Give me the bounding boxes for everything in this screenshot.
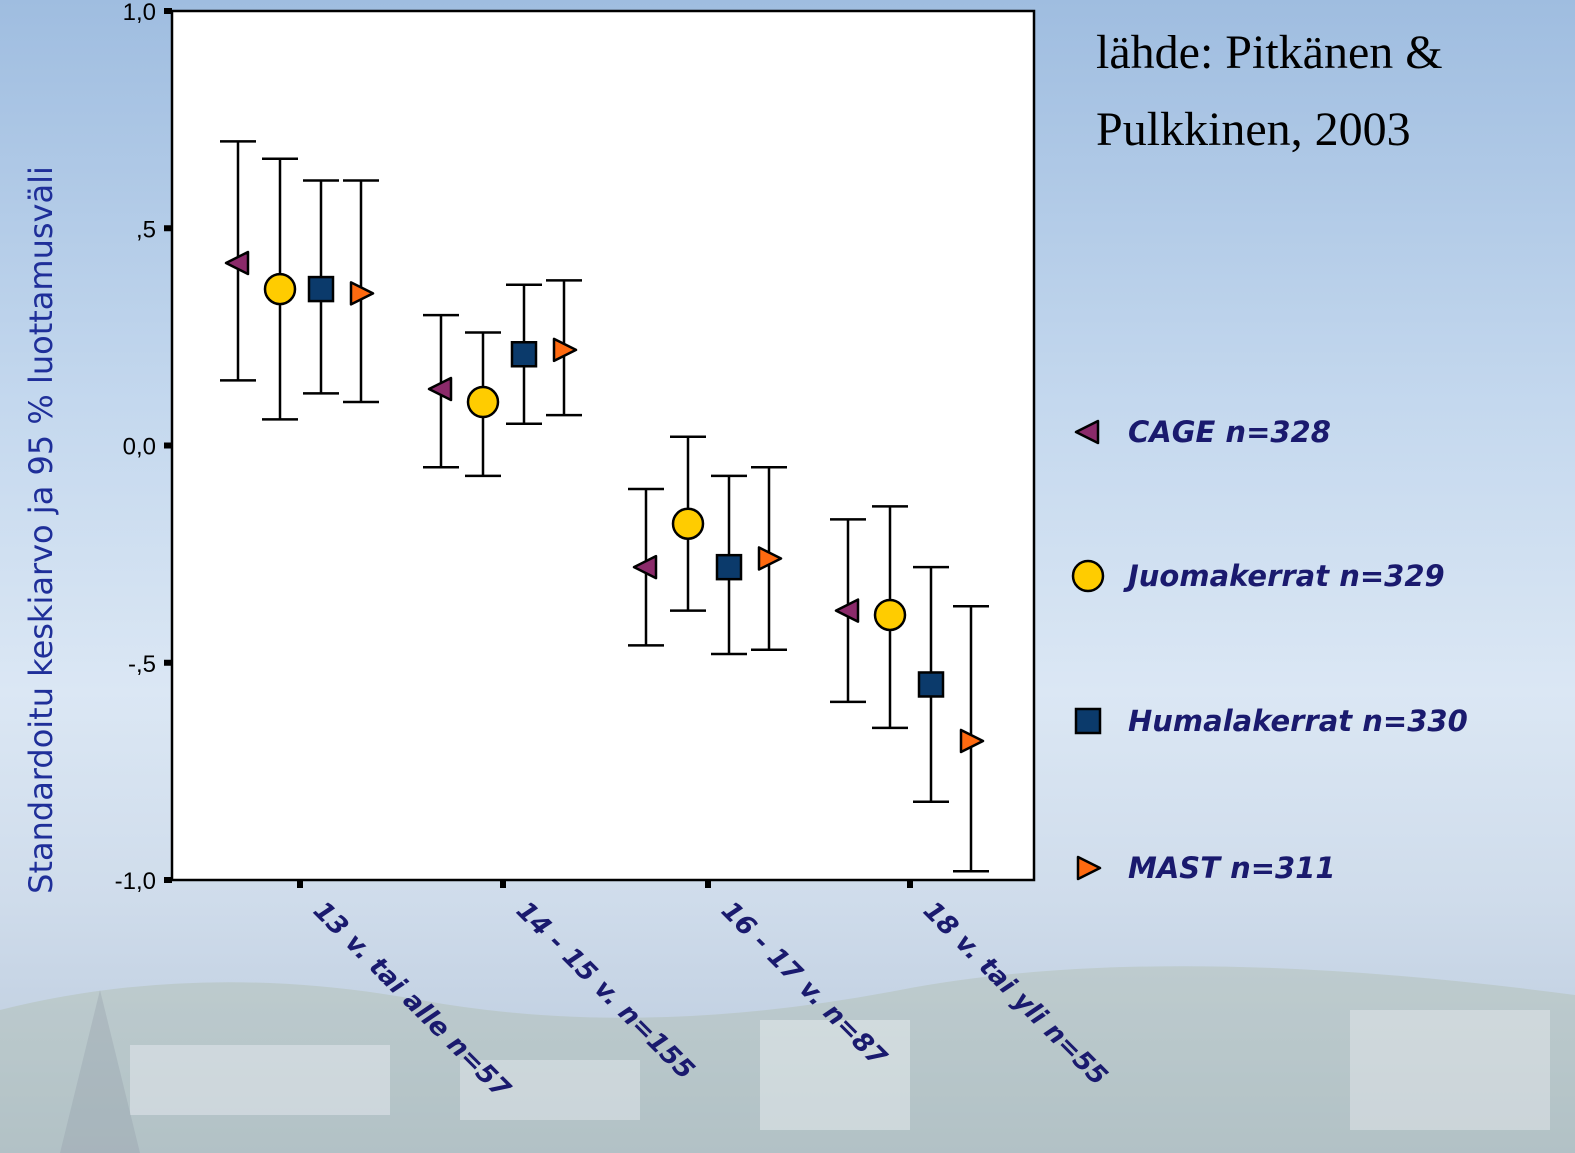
data-point-circle [873, 598, 907, 632]
y-axis-title: Standardoitu keskiarvo ja 95 % luottamus… [22, 166, 60, 894]
data-point-triangle-left [427, 376, 453, 402]
data-point-triangle-right [757, 546, 783, 571]
legend-marker-triangle-right [1076, 855, 1102, 881]
legend-label: CAGE n=328 [1128, 415, 1331, 449]
x-category-label: 16 - 17 v. n=87 [715, 896, 893, 1074]
plot-area [170, 9, 1036, 882]
data-point-square [307, 275, 335, 303]
data-point-circle [466, 385, 500, 419]
data-point-triangle-left [224, 250, 250, 276]
y-tick-label: 1,0 [123, 0, 156, 26]
y-tick-label: -1,0 [115, 868, 156, 895]
y-tick-label: -,5 [128, 651, 156, 678]
data-markers [224, 250, 985, 754]
data-point-triangle-left [834, 598, 860, 623]
y-tick-label: ,5 [136, 216, 156, 243]
data-point-circle [671, 507, 705, 540]
x-category-label: 18 v. tai yli n=55 [917, 896, 1113, 1092]
data-point-triangle-right [349, 281, 375, 306]
source-note-line-1: lähde: Pitkänen & [1096, 26, 1443, 79]
legend-marker-square [1074, 707, 1102, 735]
legend-label: Humalakerrat n=330 [1128, 704, 1468, 738]
data-point-triangle-left [632, 554, 658, 580]
legend-label: Juomakerrat n=329 [1123, 559, 1445, 593]
x-category-label: 14 - 15 v. n=155 [510, 896, 700, 1086]
legend-label: MAST n=311 [1128, 851, 1336, 885]
data-point-square [715, 553, 743, 581]
legend-marker-triangle-left [1074, 419, 1100, 445]
data-point-square [917, 671, 945, 698]
y-tick-label: 0,0 [123, 434, 156, 461]
data-point-triangle-right [552, 337, 578, 363]
x-category-label: 13 v. tai alle n=57 [307, 896, 517, 1106]
source-note-line-2: Pulkkinen, 2003 [1096, 103, 1411, 156]
data-point-circle [263, 272, 297, 306]
data-point-triangle-right [959, 728, 985, 754]
legend-marker-circle [1071, 559, 1105, 593]
legend: CAGE n=328 Juomakerrat n=329 Humalakerrat … [1071, 415, 1468, 885]
data-point-square [510, 341, 538, 368]
